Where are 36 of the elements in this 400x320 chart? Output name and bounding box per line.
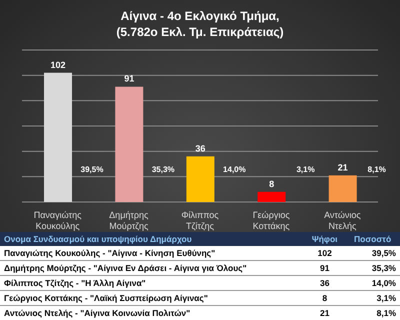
x-tick-label: Παναγιώτης Κουκούλης (34, 210, 82, 231)
data-label: 21 (338, 162, 348, 172)
text: 35,3% (372, 263, 396, 273)
text: 8 (321, 292, 328, 305)
text: 21 (318, 307, 330, 320)
annotation: 3,1% (296, 165, 315, 174)
chart-title: Αίγινα - 4ο Εκλογικό Τμήμα, (5.782ο Εκλ. Τμ. Επικράτειας) (115, 8, 285, 40)
data-label: 91 (124, 74, 134, 84)
text: Δημήτρης Μούρτζης - "Αίγινα Εν Δράσει - Αίγινα για Όλους" (3, 262, 248, 275)
data-label: 102 (50, 60, 66, 70)
annotation: 35,3% (152, 165, 175, 174)
bar (186, 156, 214, 202)
x-tick-label: Δημήτρης Μούρτζης (109, 210, 150, 231)
annotation: 14,0% (223, 165, 246, 174)
text: 3,1% (376, 293, 396, 303)
text: 36 (318, 277, 330, 290)
text: Φίλιππος Τζίτζης - "Η Άλλη Αίγινα" (3, 277, 147, 290)
text: 8,1% (376, 308, 396, 318)
annotation: 8,1% (368, 165, 386, 174)
text: 91 (318, 262, 330, 275)
text: 14,0% (372, 278, 396, 288)
bar (115, 86, 144, 202)
text: Γεώργιος Κοττάκης - "Λαϊκή Συσπείρωση Αίγινας" (3, 292, 209, 305)
data-label: 8 (269, 178, 274, 189)
text: 39,5% (372, 248, 396, 258)
x-tick-label: Φίλιππος Τζίτζης (181, 210, 220, 231)
bar (44, 72, 72, 202)
text: Παναγιώτης Κουκούλης - "Αίγινα - Κίνηση Ευθύνης" (3, 247, 216, 260)
x-tick-label: Αντώνιος Ντελής (324, 210, 362, 231)
text: Αντώνιος Ντελής - "Αίγινα Κοινωνία Πολιτών" (3, 307, 192, 320)
bar (258, 192, 286, 202)
annotation: 39,5% (80, 165, 104, 174)
text: 102 (316, 247, 333, 260)
bar (328, 175, 357, 202)
x-tick-label: Γεώργιος Κοττάκης (252, 210, 290, 231)
data-label: 36 (195, 143, 206, 154)
